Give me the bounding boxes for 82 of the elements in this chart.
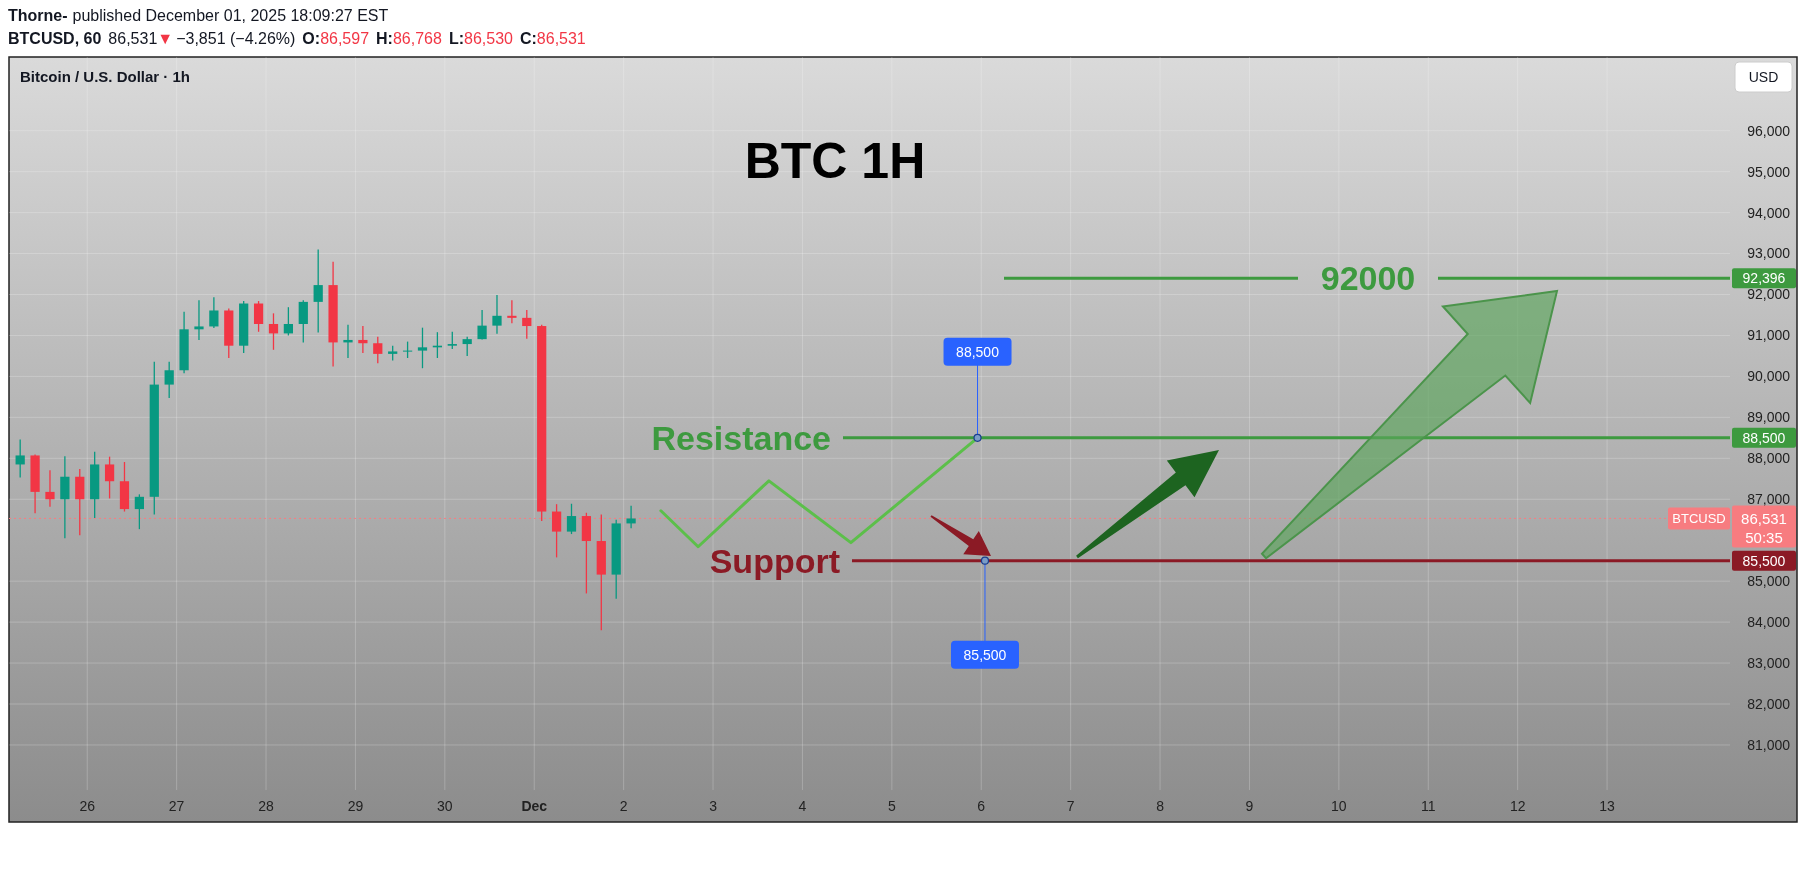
x-tick-label: 11 <box>1420 798 1436 814</box>
text: Bitcoin / U.S. Dollar · 1h <box>20 68 191 85</box>
text: 88,500 <box>1742 429 1786 446</box>
x-tick-label: 9 <box>1245 798 1254 814</box>
candlestick <box>477 309 487 341</box>
candlestick <box>209 296 219 329</box>
annotation: 92000 <box>1320 259 1416 298</box>
x-tick-label: 28 <box>258 798 275 814</box>
candlestick <box>15 438 25 479</box>
x-tick-label: 30 <box>437 798 453 814</box>
y-tick-label: 88,000 <box>1747 450 1791 467</box>
candlestick <box>45 469 55 508</box>
y-tick-label: 84,000 <box>1747 614 1791 631</box>
candlestick <box>462 336 472 357</box>
candlestick <box>283 306 293 337</box>
text: L:86,530 <box>448 30 514 47</box>
y-tick-label: 89,000 <box>1747 409 1791 426</box>
text: BTC 1H <box>744 133 926 189</box>
text: 86,531 <box>108 30 158 47</box>
candlestick <box>253 300 264 333</box>
candlestick <box>164 361 174 399</box>
y-tick-label: 82,000 <box>1747 695 1791 712</box>
text: −3,851 (−4.26%) <box>176 30 296 47</box>
ref-line-label: Support <box>709 541 840 580</box>
y-tick-label: 93,000 <box>1747 245 1791 262</box>
y-tick-label: 83,000 <box>1747 654 1791 671</box>
x-tick-label: 2 <box>619 798 628 814</box>
text: ▼ <box>157 30 174 47</box>
x-tick-label: 6 <box>977 798 986 814</box>
x-tick-label: 27 <box>168 798 185 814</box>
ref-line-label: 92,396 <box>1742 270 1786 287</box>
y-tick-label: 91,000 <box>1747 327 1791 344</box>
y-tick-label: 96,000 <box>1747 122 1791 139</box>
y-tick-label: 92,000 <box>1747 286 1791 303</box>
candlestick <box>551 503 562 559</box>
x-tick-label: Dec <box>521 798 548 814</box>
y-tick-label: 94,000 <box>1747 204 1791 221</box>
candlestick <box>566 503 577 535</box>
ref-line-label: BTCUSD <box>1672 511 1726 527</box>
candlestick <box>298 299 308 344</box>
ref-line-label: Resistance <box>651 418 831 457</box>
candlestick <box>417 327 428 369</box>
text: H:86,768 <box>376 30 442 47</box>
text: 50:35 <box>1745 528 1783 546</box>
candlestick <box>194 299 204 341</box>
x-tick-label: 13 <box>1599 798 1616 814</box>
candlestick <box>507 299 517 324</box>
x-tick-label: 4 <box>798 798 807 814</box>
y-tick-label: 85,000 <box>1747 573 1791 590</box>
x-tick-label: 29 <box>347 798 364 814</box>
candlestick <box>492 294 502 335</box>
candlestick <box>75 468 85 536</box>
x-tick-label: 3 <box>709 798 718 814</box>
y-tick-label: 81,000 <box>1747 736 1791 753</box>
text: O:86,597 <box>302 30 370 47</box>
text: 86,531 <box>1741 509 1787 527</box>
annotation: 88,500 <box>956 343 1000 360</box>
candlestick <box>313 248 323 334</box>
candlestick <box>358 325 368 354</box>
candlestick <box>373 336 383 364</box>
candlestick <box>134 493 144 530</box>
text: Thorne- <box>8 7 68 24</box>
candlestick <box>522 309 532 340</box>
x-tick-label: 5 <box>887 798 896 814</box>
text: BTCUSD, 60 <box>8 30 102 47</box>
candlestick <box>268 312 279 351</box>
y-tick-label: 95,000 <box>1747 163 1791 180</box>
x-tick-label: 7 <box>1066 798 1075 814</box>
candlestick <box>60 455 70 539</box>
currency-button: USD <box>1734 61 1793 93</box>
candlestick <box>626 505 636 529</box>
text: C:86,531 <box>519 30 586 47</box>
x-tick-label: 10 <box>1331 798 1347 814</box>
annotation: 85,500 <box>963 646 1007 663</box>
text: 85,500 <box>1742 552 1786 569</box>
text: published December 01, 2025 18:09:27 EST <box>72 7 389 24</box>
y-tick-label: 90,000 <box>1747 368 1791 385</box>
x-tick-label: 12 <box>1509 798 1526 814</box>
x-tick-label: 8 <box>1156 798 1165 814</box>
y-tick-label: 87,000 <box>1747 491 1791 508</box>
x-tick-label: 26 <box>79 798 96 814</box>
candlestick <box>104 456 115 500</box>
